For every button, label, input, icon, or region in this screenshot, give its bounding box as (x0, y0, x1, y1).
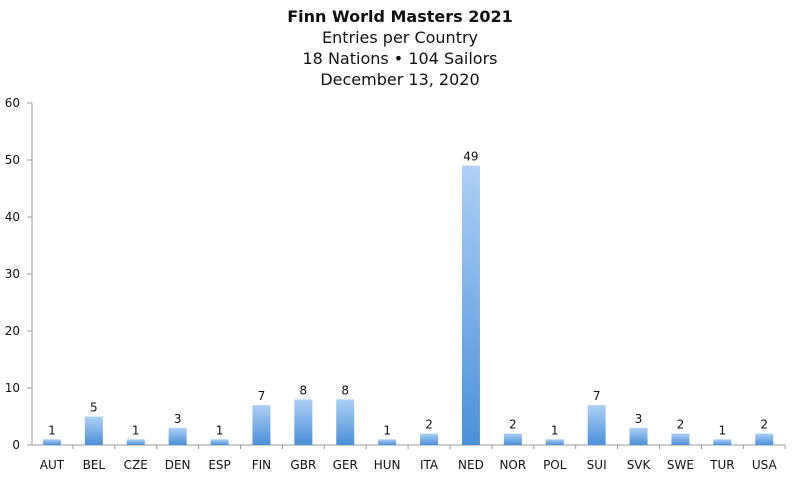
x-tick-label-sui: SUI (587, 458, 607, 472)
data-label-usa: 2 (760, 418, 768, 432)
data-label-tur: 1 (719, 423, 727, 437)
x-tick-label-gbr: GBR (290, 458, 316, 472)
y-tick-label: 40 (5, 210, 20, 224)
bar-bel (84, 416, 103, 445)
bar-hun (378, 439, 397, 445)
bar-pol (545, 439, 564, 445)
bar-swe (671, 433, 690, 445)
x-tick-label-pol: POL (543, 458, 567, 472)
data-label-ger: 8 (341, 383, 349, 397)
x-tick-label-aut: AUT (40, 458, 65, 472)
data-label-esp: 1 (216, 423, 224, 437)
axes: 0 10 20 30 40 50 60 (5, 96, 786, 452)
bar-nor (503, 433, 522, 445)
x-tick-label-hun: HUN (374, 458, 401, 472)
data-label-svk: 3 (635, 412, 643, 426)
x-tick-label-usa: USA (752, 458, 778, 472)
x-tick-label-ned: NED (458, 458, 484, 472)
x-tick-label-ger: GER (333, 458, 358, 472)
bar-sui (587, 405, 606, 445)
bar-esp (210, 439, 229, 445)
data-label-cze: 1 (132, 423, 140, 437)
bar-fin (252, 405, 271, 445)
chart-subtitle-date: December 13, 2020 (320, 70, 480, 89)
x-tick-label-esp: ESP (208, 458, 230, 472)
x-tick-label-fin: FIN (252, 458, 271, 472)
bar-aut (42, 439, 61, 445)
chart-subtitle-entries: Entries per Country (321, 28, 479, 47)
bar-ned (461, 165, 480, 445)
y-tick-label: 50 (5, 153, 20, 167)
y-tick-label: 30 (5, 267, 20, 281)
x-tick-label-bel: BEL (83, 458, 106, 472)
bar-svk (629, 427, 648, 445)
y-tick-label: 20 (5, 324, 20, 338)
data-label-aut: 1 (48, 423, 56, 437)
bar-gbr (294, 399, 313, 445)
data-label-fin: 7 (258, 389, 266, 403)
bars (42, 165, 774, 445)
x-tick-label-den: DEN (165, 458, 191, 472)
data-labels: AUT 1 BEL 5 CZE 1 DEN 3 ESP 1 FIN 7 GBR 8 GER 8 HUN 1 ITA 2… (40, 150, 778, 472)
data-label-ned: 49 (463, 150, 478, 164)
data-label-ita: 2 (425, 418, 433, 432)
data-label-pol: 1 (551, 423, 559, 437)
chart-title-block: Finn World Masters 2021 Entries per Coun… (0, 6, 800, 90)
data-label-hun: 1 (383, 423, 391, 437)
chart-title: Finn World Masters 2021 (287, 7, 513, 26)
bar-usa (755, 433, 774, 445)
x-tick-label-svk: SVK (627, 458, 652, 472)
x-tick-label-ita: ITA (420, 458, 439, 472)
data-label-bel: 5 (90, 401, 98, 415)
y-tick-label: 60 (5, 96, 20, 110)
data-label-den: 3 (174, 412, 182, 426)
bar-cze (126, 439, 145, 445)
bar-tur (713, 439, 732, 445)
y-tick-label: 10 (5, 381, 20, 395)
chart-subtitle-totals: 18 Nations • 104 Sailors (302, 49, 498, 68)
y-tick-label: 0 (12, 438, 20, 452)
bar-ger (336, 399, 355, 445)
data-label-nor: 2 (509, 418, 517, 432)
data-label-swe: 2 (677, 418, 685, 432)
x-tick-label-nor: NOR (499, 458, 526, 472)
data-label-sui: 7 (593, 389, 601, 403)
x-tick-label-cze: CZE (124, 458, 148, 472)
data-label-gbr: 8 (300, 383, 308, 397)
bar-ita (420, 433, 439, 445)
x-tick-label-tur: TUR (709, 458, 734, 472)
bar-den (168, 427, 187, 445)
x-tick-label-swe: SWE (667, 458, 694, 472)
